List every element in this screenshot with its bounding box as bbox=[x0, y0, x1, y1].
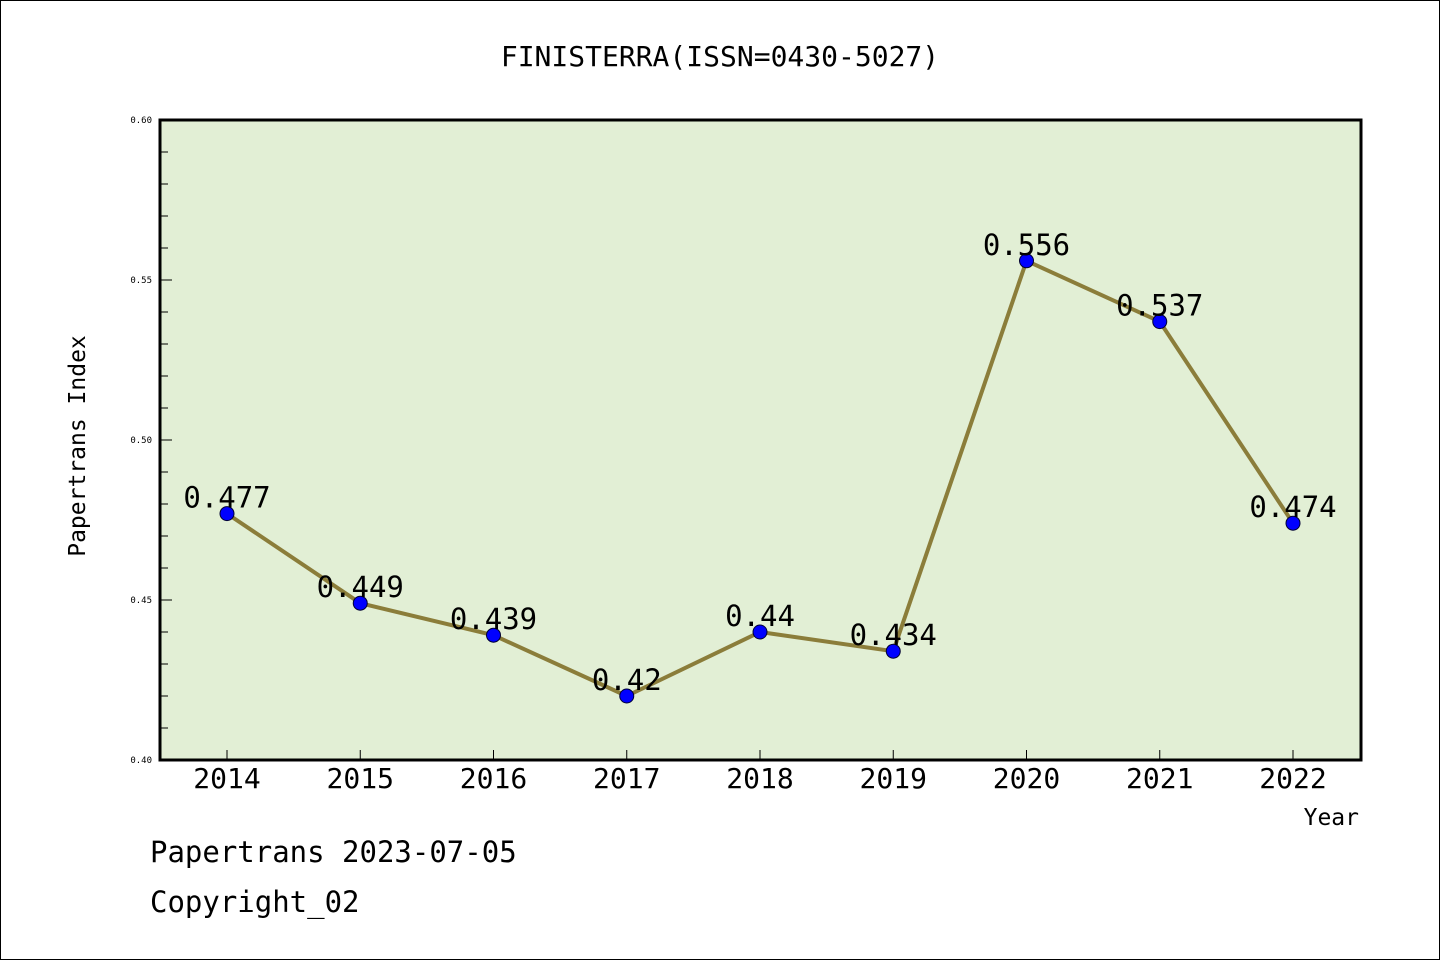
x-tick-label: 2017 bbox=[593, 762, 660, 795]
y-tick-label: 0.60 bbox=[130, 116, 152, 126]
footer-date: Papertrans 2023-07-05 bbox=[150, 835, 517, 869]
x-tick-label: 2015 bbox=[327, 762, 394, 795]
data-point bbox=[619, 688, 635, 704]
data-point bbox=[752, 624, 768, 640]
data-label: 0.477 bbox=[183, 481, 270, 515]
x-tick-label: 2014 bbox=[193, 762, 260, 795]
data-point bbox=[352, 595, 368, 611]
data-label: 0.556 bbox=[983, 228, 1070, 262]
data-label: 0.449 bbox=[317, 570, 404, 604]
x-tick-label: 2021 bbox=[1126, 762, 1193, 795]
chart-title: FINISTERRA(ISSN=0430-5027) bbox=[501, 40, 939, 73]
x-tick-label: 2019 bbox=[860, 762, 927, 795]
data-label: 0.44 bbox=[725, 599, 795, 633]
data-point bbox=[1285, 515, 1301, 531]
data-point bbox=[1019, 253, 1034, 269]
plot-area bbox=[158, 118, 1363, 762]
y-axis-label: Papertrans Index bbox=[65, 335, 91, 557]
data-point bbox=[885, 643, 901, 659]
y-tick-label: 0.50 bbox=[130, 436, 152, 446]
data-label: 0.474 bbox=[1249, 490, 1336, 524]
x-tick-label: 2020 bbox=[993, 762, 1060, 795]
x-axis: 2014 2015 2016 2017 2018 2019 2020 2021 2022 bbox=[193, 750, 1327, 795]
data-label: 0.439 bbox=[450, 602, 537, 636]
data-point bbox=[219, 506, 235, 522]
x-tick-label: 2022 bbox=[1259, 762, 1326, 795]
x-axis-label: Year bbox=[1304, 805, 1359, 831]
data-label: 0.42 bbox=[592, 663, 662, 697]
data-label: 0.434 bbox=[850, 618, 937, 652]
y-tick-label: 0.55 bbox=[130, 276, 152, 286]
y-tick-label: 0.40 bbox=[130, 756, 152, 766]
footer-copyright: Copyright_02 bbox=[150, 885, 360, 919]
x-tick-label: 2018 bbox=[726, 762, 793, 795]
y-tick-label: 0.45 bbox=[130, 596, 152, 606]
data-point bbox=[486, 627, 501, 643]
series-line-group bbox=[219, 253, 1301, 704]
x-tick-label: 2016 bbox=[460, 762, 527, 795]
data-label: 0.537 bbox=[1116, 289, 1203, 323]
data-label-group: 0.477 0.449 0.439 0.42 0.44 0.434 0.556 0.537 0.… bbox=[183, 228, 1336, 697]
y-axis: 0.40 0.45 0.50 0.55 0.60 bbox=[130, 116, 172, 766]
data-point bbox=[1152, 314, 1168, 330]
